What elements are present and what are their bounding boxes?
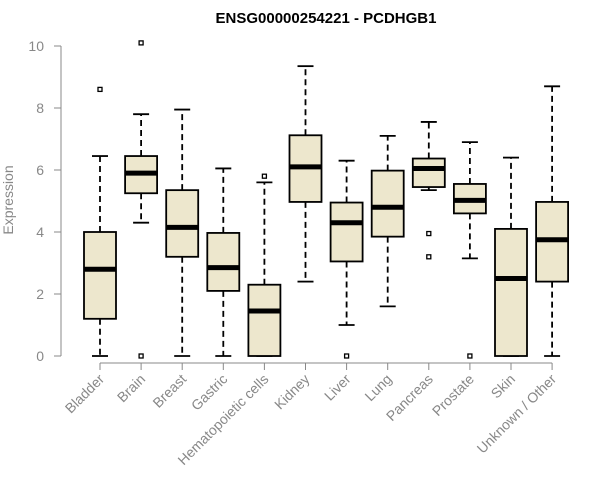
x-tick-label: Brain — [114, 371, 148, 405]
chart-title: ENSG00000254221 - PCDHGB1 — [216, 10, 437, 27]
outlier-point — [261, 173, 268, 179]
box-iqr — [329, 201, 364, 263]
outlier-point — [426, 230, 432, 237]
box-iqr — [411, 157, 446, 188]
box-group — [494, 156, 528, 357]
box-group — [206, 167, 241, 357]
x-tick-label: Kidney — [271, 371, 313, 413]
box-iqr — [206, 232, 241, 292]
y-tick-label: 8 — [36, 100, 44, 116]
y-tick-label: 6 — [36, 162, 44, 178]
box-group — [247, 173, 282, 357]
x-tick-label: Liver — [321, 371, 354, 404]
y-tick-label: 10 — [28, 38, 44, 54]
outlier-point — [467, 353, 473, 359]
outlier-point — [138, 40, 144, 46]
box-group — [411, 121, 446, 260]
box-iqr — [370, 169, 405, 238]
y-axis-label: Expression — [0, 165, 16, 234]
box-group — [124, 40, 158, 359]
x-tick-label: Bladder — [62, 371, 108, 417]
box-iqr — [83, 231, 117, 320]
box-group — [370, 134, 405, 308]
x-tick-label: Breast — [149, 371, 189, 411]
outlier-point — [343, 353, 350, 359]
outlier-point — [426, 254, 432, 260]
x-tick-label: Prostate — [429, 371, 477, 419]
x-tick-label: Lung — [361, 371, 394, 404]
box-group — [83, 86, 117, 357]
outlier-point — [97, 86, 103, 93]
box-iqr — [165, 189, 200, 258]
box-group — [535, 85, 569, 357]
outlier-point — [138, 353, 144, 359]
boxes — [83, 40, 569, 359]
box-group — [288, 65, 323, 283]
box-group — [329, 159, 364, 359]
box-iqr — [494, 227, 528, 357]
x-tick-label: Skin — [488, 371, 519, 402]
box-group — [165, 108, 200, 357]
y-tick-label: 4 — [36, 224, 44, 240]
box-iqr — [247, 283, 282, 357]
box-group — [452, 141, 487, 359]
y-tick-label: 2 — [36, 286, 44, 302]
y-tick-label: 0 — [36, 348, 44, 364]
